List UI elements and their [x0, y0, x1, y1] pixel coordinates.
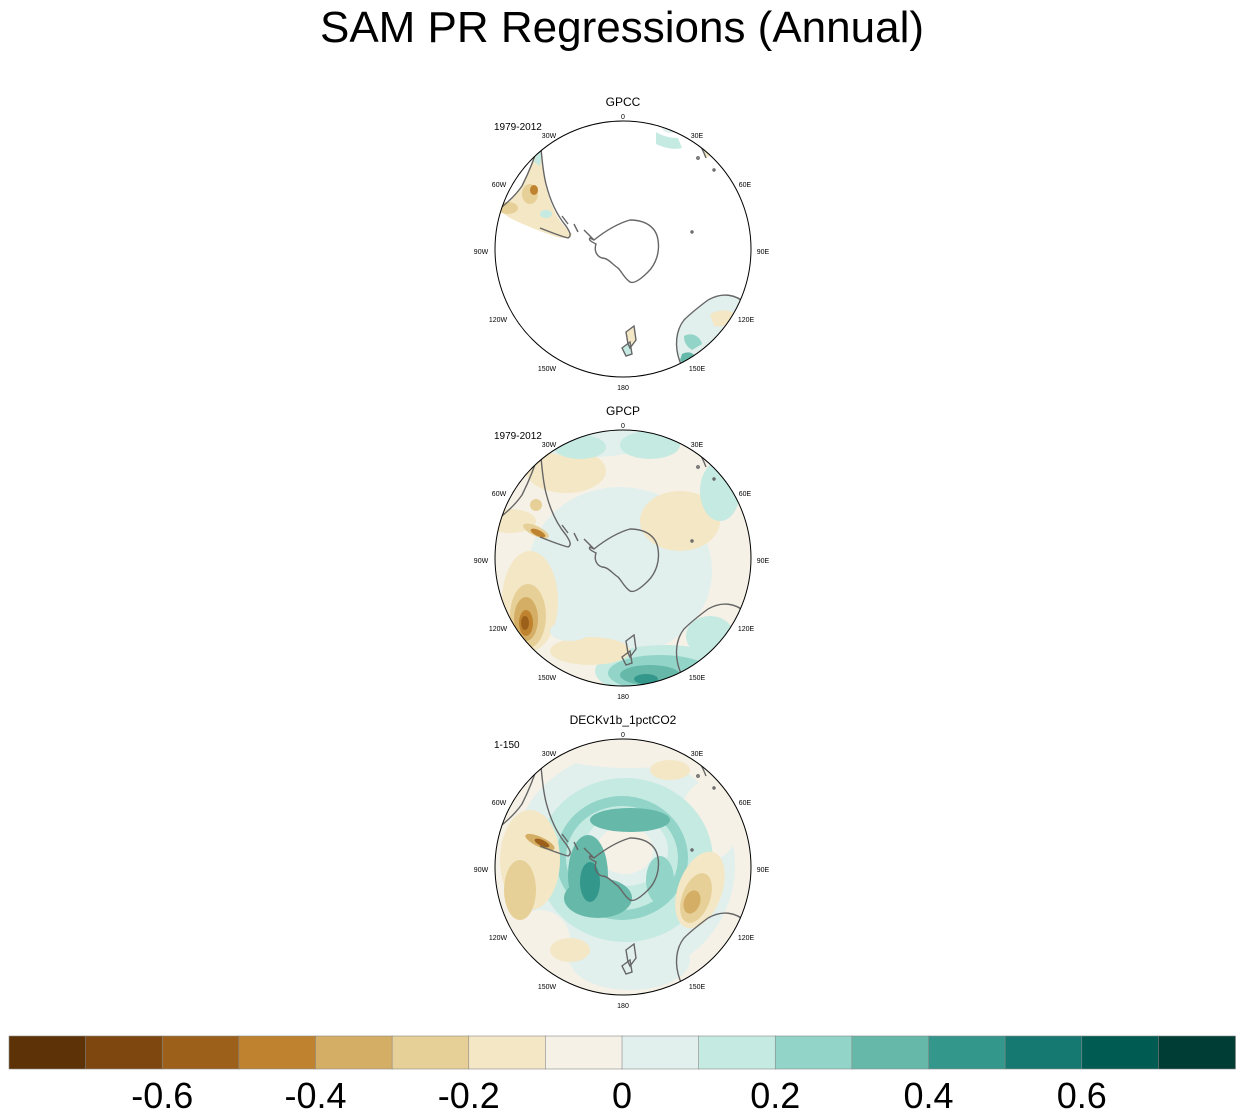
- lon-label-60e: 60E: [739, 491, 752, 498]
- colorbar-swatch: [468, 1035, 547, 1070]
- lon-label-60e: 60E: [739, 800, 752, 807]
- longitude-labels: 0 30E 60E 90E 120E 150E 180 150W 120W 90…: [474, 732, 770, 1010]
- colorbar-tick-label: 0.6: [1057, 1075, 1107, 1116]
- colorbar-swatch: [1158, 1035, 1236, 1070]
- lon-label-60w: 60W: [492, 800, 507, 807]
- map-field: [495, 739, 751, 995]
- colorbar-tick-label: -0.6: [131, 1075, 193, 1116]
- lon-label-150w: 150W: [538, 675, 557, 682]
- colorbar-swatch: [621, 1035, 700, 1070]
- colorbar-swatch: [315, 1035, 393, 1070]
- lon-label-150w: 150W: [538, 984, 557, 991]
- colorbar-swatch: [851, 1035, 930, 1070]
- panel-title: GPCP: [606, 404, 640, 418]
- main-title: SAM PR Regressions (Annual): [319, 3, 924, 52]
- map-field: [495, 430, 751, 686]
- lon-label-0: 0: [621, 732, 625, 739]
- lon-label-30e: 30E: [691, 133, 704, 140]
- lon-label-90e: 90E: [757, 558, 770, 565]
- lon-label-120w: 120W: [489, 626, 508, 633]
- lon-label-150e: 150E: [689, 675, 706, 682]
- longitude-labels: 0 30E 60E 90E 120E 150E 180 150W 120W 90…: [474, 423, 770, 701]
- colorbar-labels: -0.6 -0.4 -0.2 0 0.2 0.4 0.6: [131, 1075, 1107, 1116]
- lon-label-120e: 120E: [738, 935, 755, 942]
- lon-label-120w: 120W: [489, 317, 508, 324]
- lon-label-0: 0: [621, 114, 625, 121]
- lon-label-150e: 150E: [689, 984, 706, 991]
- lon-label-90w: 90W: [474, 558, 489, 565]
- panel-period: 1-150: [494, 740, 520, 751]
- lon-label-0: 0: [621, 423, 625, 430]
- lon-label-180: 180: [617, 1003, 629, 1010]
- colorbar-tick-label: 0.2: [750, 1075, 800, 1116]
- colorbar-swatch: [928, 1035, 1006, 1070]
- colorbar-tick-label: -0.4: [284, 1075, 346, 1116]
- lon-label-60w: 60W: [492, 491, 507, 498]
- lon-label-90w: 90W: [474, 867, 489, 874]
- colorbar-swatch: [161, 1035, 240, 1070]
- colorbar-swatch: [85, 1035, 164, 1070]
- colorbar-tick-label: 0.4: [903, 1075, 953, 1116]
- lon-label-90e: 90E: [757, 249, 770, 256]
- colorbar-swatch: [774, 1035, 853, 1070]
- lon-label-120e: 120E: [738, 317, 755, 324]
- colorbar: -0.6 -0.4 -0.2 0 0.2 0.4 0.6: [8, 1035, 1236, 1116]
- longitude-labels: 0 30E 60E 90E 120E 150E 180 150W 120W 90…: [474, 114, 770, 392]
- lon-label-180: 180: [617, 694, 629, 701]
- lon-label-150w: 150W: [538, 366, 557, 373]
- colorbar-swatches: [8, 1035, 1236, 1070]
- lon-label-30w: 30W: [542, 751, 557, 758]
- lon-label-30w: 30W: [542, 133, 557, 140]
- lon-label-90e: 90E: [757, 867, 770, 874]
- colorbar-swatch: [545, 1035, 623, 1070]
- lon-label-120e: 120E: [738, 626, 755, 633]
- colorbar-swatch: [1004, 1035, 1083, 1070]
- panel-deck: DECKv1b_1pctCO2 1-150: [474, 713, 770, 1010]
- colorbar-swatch: [238, 1035, 317, 1070]
- panel-gpcp: GPCP 1979-2012: [474, 404, 770, 701]
- colorbar-tick-label: -0.2: [438, 1075, 500, 1116]
- panel-period: 1979-2012: [494, 431, 542, 442]
- lon-label-30e: 30E: [691, 751, 704, 758]
- map-field: [495, 121, 751, 377]
- panel-gpcc: GPCC 1979-2012: [474, 95, 770, 392]
- colorbar-swatch: [698, 1035, 777, 1070]
- colorbar-swatch: [8, 1035, 87, 1070]
- colorbar-swatch: [391, 1035, 470, 1070]
- colorbar-swatch: [1081, 1035, 1160, 1070]
- colorbar-tick-label: 0: [612, 1075, 632, 1116]
- panel-period: 1979-2012: [494, 122, 542, 133]
- panel-title: GPCC: [606, 95, 641, 109]
- lon-label-150e: 150E: [689, 366, 706, 373]
- panel-title: DECKv1b_1pctCO2: [570, 713, 677, 727]
- lon-label-180: 180: [617, 385, 629, 392]
- lon-label-60w: 60W: [492, 182, 507, 189]
- lon-label-120w: 120W: [489, 935, 508, 942]
- lon-label-30e: 30E: [691, 442, 704, 449]
- lon-label-90w: 90W: [474, 249, 489, 256]
- lon-label-60e: 60E: [739, 182, 752, 189]
- lon-label-30w: 30W: [542, 442, 557, 449]
